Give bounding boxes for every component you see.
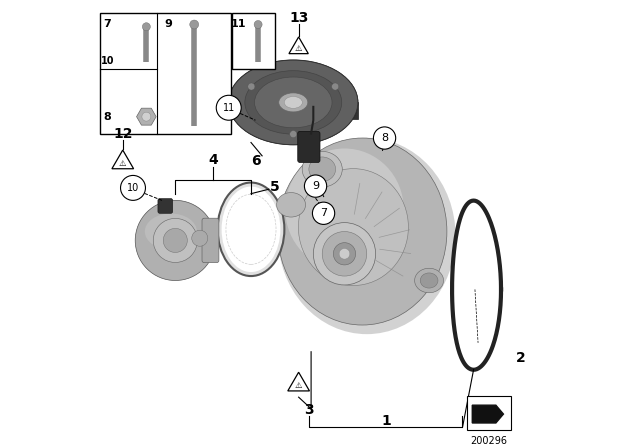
Ellipse shape <box>276 193 305 217</box>
Text: ⚠: ⚠ <box>119 159 127 168</box>
Circle shape <box>135 200 216 280</box>
Circle shape <box>332 83 339 90</box>
Circle shape <box>190 20 198 29</box>
Circle shape <box>163 228 188 253</box>
Text: 8: 8 <box>104 112 111 122</box>
Circle shape <box>120 176 145 200</box>
FancyBboxPatch shape <box>158 198 173 213</box>
Text: 200296: 200296 <box>470 436 508 446</box>
Text: 3: 3 <box>305 403 314 417</box>
Ellipse shape <box>145 214 197 250</box>
Circle shape <box>314 223 376 285</box>
Text: 8: 8 <box>381 133 388 143</box>
Text: 2: 2 <box>515 351 525 366</box>
Ellipse shape <box>302 151 342 187</box>
Ellipse shape <box>298 168 408 285</box>
Text: 12: 12 <box>113 127 132 141</box>
Text: 9: 9 <box>164 19 172 29</box>
Ellipse shape <box>218 182 284 276</box>
FancyBboxPatch shape <box>467 396 511 430</box>
Text: 7: 7 <box>320 208 327 218</box>
Text: 1: 1 <box>381 414 391 428</box>
Circle shape <box>312 202 335 224</box>
Circle shape <box>192 230 208 246</box>
Ellipse shape <box>278 138 447 325</box>
Ellipse shape <box>284 96 302 108</box>
Ellipse shape <box>228 60 358 145</box>
Circle shape <box>142 112 151 121</box>
Ellipse shape <box>279 93 308 112</box>
Text: 10: 10 <box>101 56 115 66</box>
Text: 13: 13 <box>289 11 308 25</box>
Ellipse shape <box>245 71 342 134</box>
Circle shape <box>290 130 297 138</box>
Text: 10: 10 <box>127 183 139 193</box>
Text: 9: 9 <box>312 181 319 191</box>
FancyBboxPatch shape <box>232 13 275 69</box>
Circle shape <box>153 218 197 263</box>
Text: ⚠: ⚠ <box>295 381 302 390</box>
Ellipse shape <box>420 273 438 288</box>
Circle shape <box>142 23 150 31</box>
Circle shape <box>216 95 241 120</box>
Ellipse shape <box>255 77 332 128</box>
FancyBboxPatch shape <box>298 131 320 163</box>
Ellipse shape <box>309 157 335 181</box>
Text: 7: 7 <box>104 19 111 29</box>
Ellipse shape <box>278 138 456 334</box>
Circle shape <box>339 249 350 259</box>
Ellipse shape <box>415 268 444 293</box>
Ellipse shape <box>228 60 358 145</box>
Circle shape <box>254 21 262 29</box>
Ellipse shape <box>285 148 404 270</box>
Polygon shape <box>289 37 308 54</box>
Circle shape <box>333 243 356 265</box>
Text: 5: 5 <box>269 180 280 194</box>
Polygon shape <box>472 405 504 423</box>
FancyBboxPatch shape <box>100 13 231 134</box>
Text: ⚠: ⚠ <box>295 44 302 53</box>
Circle shape <box>373 127 396 149</box>
Text: 11: 11 <box>223 103 235 113</box>
Circle shape <box>248 83 255 90</box>
Text: 6: 6 <box>251 154 260 168</box>
Text: 11: 11 <box>231 19 246 29</box>
Circle shape <box>322 232 367 276</box>
Text: 4: 4 <box>208 153 218 167</box>
Polygon shape <box>228 103 358 119</box>
Ellipse shape <box>221 186 280 272</box>
FancyBboxPatch shape <box>202 218 219 263</box>
Polygon shape <box>112 150 134 169</box>
Circle shape <box>305 175 326 197</box>
Polygon shape <box>288 372 310 391</box>
